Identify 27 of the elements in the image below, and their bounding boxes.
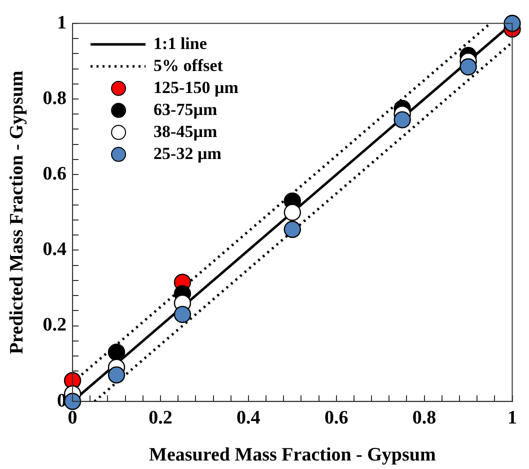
x-tick-label: 0.6 <box>324 408 348 429</box>
legend-label: 5% offset <box>154 56 224 75</box>
x-tick-label: 1 <box>508 408 517 429</box>
point <box>284 204 301 221</box>
point <box>284 220 301 238</box>
point <box>64 392 82 410</box>
point <box>460 58 477 76</box>
legend-label: 38-45µm <box>154 122 218 141</box>
point <box>108 366 126 384</box>
y-tick-label: 0.8 <box>42 88 67 109</box>
point <box>108 344 126 361</box>
point <box>504 14 521 32</box>
legend-label: 63-75µm <box>154 100 218 119</box>
y-tick-label: 0.4 <box>42 239 68 260</box>
y-tick-label: 0.6 <box>42 164 67 185</box>
y-tick-label: 0.2 <box>42 314 67 336</box>
x-tick-label: 0.8 <box>412 408 436 429</box>
y-axis-title: Predicted Mass Fraction - Gypsum <box>6 70 28 354</box>
legend-label: 25-32 µm <box>154 144 222 163</box>
y-tick-label: 1 <box>57 12 67 34</box>
legend-label: 1:1 line <box>154 34 208 53</box>
x-tick-label: 0.4 <box>236 408 261 429</box>
point <box>394 111 411 128</box>
x-tick-label: 0.2 <box>148 408 172 429</box>
legend-label: 125-150 µm <box>154 78 238 97</box>
x-axis-title: Measured Mass Fraction - Gypsum <box>149 444 436 466</box>
point <box>174 306 192 324</box>
